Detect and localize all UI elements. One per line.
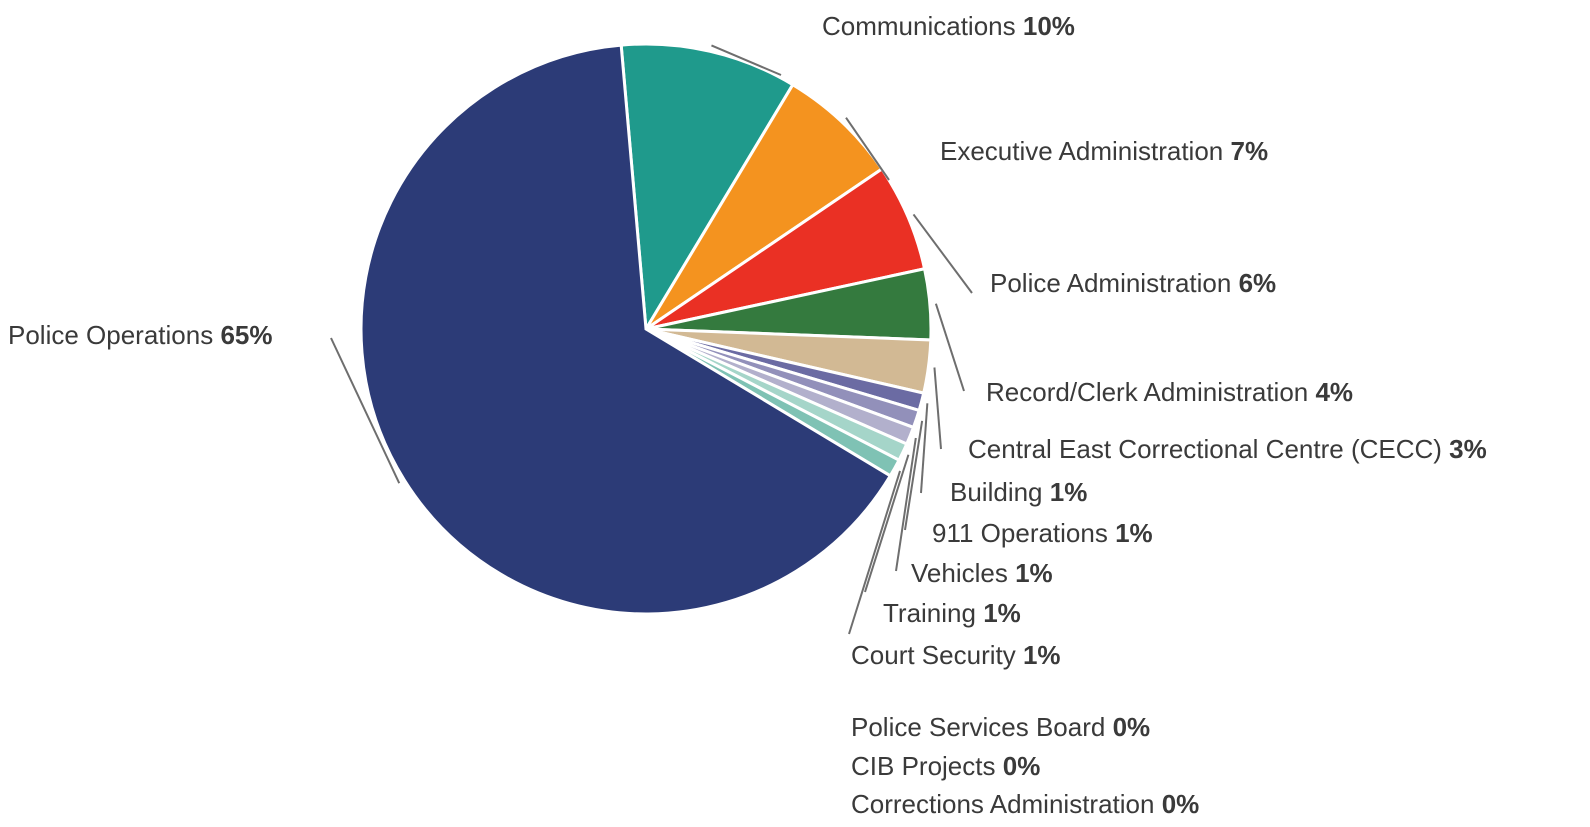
label-police-services-board: Police Services Board 0% [851,712,1150,742]
leader-lines [330,44,973,635]
label-corrections-administration: Corrections Administration 0% [851,789,1199,819]
label-police-administration: Police Administration 6% [990,268,1276,298]
label-vehicles: Vehicles 1% [911,558,1053,588]
label-building: Building 1% [950,477,1087,507]
label-executive-administration: Executive Administration 7% [940,136,1268,166]
label-police-operations: Police Operations 65% [8,320,273,350]
leader-line [904,420,924,531]
label-training: Training 1% [883,598,1021,628]
label-record-clerk-administration: Record/Clerk Administration 4% [986,377,1353,407]
label-cib-projects: CIB Projects 0% [851,751,1040,781]
label-court-security: Court Security 1% [851,640,1061,670]
leader-line [934,303,965,392]
leader-line [920,403,929,494]
leader-line [895,437,917,572]
leader-line [864,454,910,593]
leader-line [933,367,942,450]
label-cecc: Central East Correctional Centre (CECC) … [968,434,1487,464]
label-911-operations: 911 Operations 1% [932,518,1153,548]
leader-line [912,213,973,294]
leader-line [330,337,401,484]
pie-slice-police-operations [359,43,893,616]
pie-slices [359,42,933,616]
leader-line [845,117,890,181]
leader-line [711,44,782,76]
label-communications: Communications 10% [822,11,1075,41]
pie-slice-communications [619,42,795,334]
leader-line [848,470,901,635]
